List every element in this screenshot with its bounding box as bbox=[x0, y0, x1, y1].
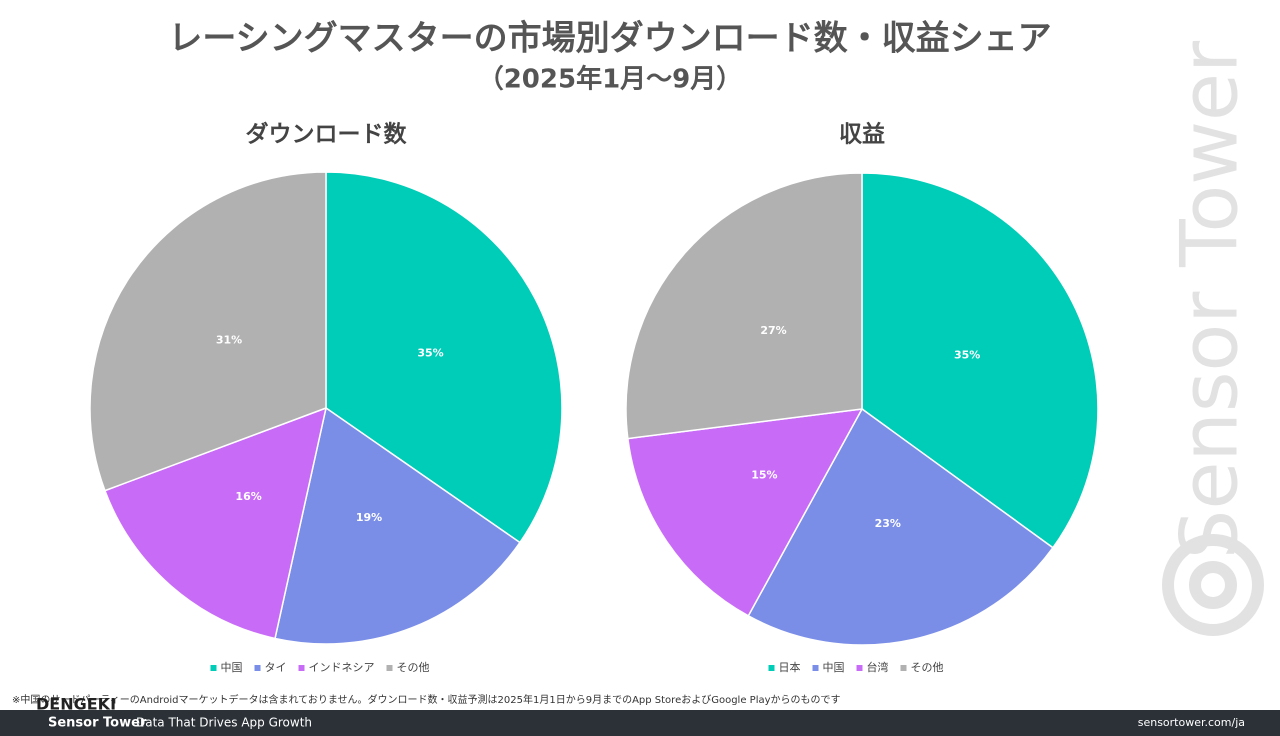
legend-label: タイ bbox=[265, 661, 287, 674]
chart-title: レーシングマスターの市場別ダウンロード数・収益シェア bbox=[168, 19, 1051, 59]
data-label: 19% bbox=[356, 511, 382, 524]
legend-label: その他 bbox=[911, 661, 944, 674]
pie-slice bbox=[747, 407, 1054, 646]
legend-swatch bbox=[856, 665, 863, 671]
data-label: 16% bbox=[235, 490, 261, 503]
pie-slice bbox=[627, 408, 864, 617]
data-label: 15% bbox=[751, 468, 777, 481]
pie-slice bbox=[274, 406, 521, 645]
legend-label: 日本 bbox=[779, 660, 801, 674]
footnote: ※中国のサードパーティーのAndroidマーケットデータは含まれておりません。ダ… bbox=[12, 693, 841, 706]
legend-swatch bbox=[210, 665, 217, 671]
legend-swatch bbox=[900, 665, 907, 671]
footer-brand: Sensor Tower bbox=[48, 716, 147, 731]
data-label: 31% bbox=[216, 334, 242, 347]
pie-slice bbox=[861, 172, 1099, 549]
data-label: 35% bbox=[954, 348, 980, 361]
legend-swatch bbox=[298, 665, 305, 671]
watermark-logo bbox=[1162, 534, 1264, 636]
data-label: 27% bbox=[760, 324, 786, 337]
data-label: 35% bbox=[417, 346, 443, 359]
footer-url: sensortower.com/ja bbox=[1138, 716, 1245, 729]
legend-swatch bbox=[386, 665, 393, 671]
watermark: Sensor Tower bbox=[1165, 40, 1255, 559]
footer-bar bbox=[0, 710, 1280, 736]
legend-label: 中国 bbox=[221, 661, 243, 674]
legend-label: 台湾 bbox=[867, 660, 889, 674]
legend-swatch bbox=[768, 665, 775, 671]
legend-swatch bbox=[812, 665, 819, 671]
pie-slice bbox=[89, 171, 327, 492]
overlay-logo: DENGEKI bbox=[36, 695, 116, 714]
pie-title: 収益 bbox=[839, 121, 885, 148]
legend-swatch bbox=[254, 665, 261, 671]
pie-title: ダウンロード数 bbox=[246, 121, 408, 148]
legend-label: インドネシア bbox=[309, 661, 375, 674]
pie-slice bbox=[103, 406, 328, 640]
footer-tagline: Data That Drives App Growth bbox=[136, 716, 312, 730]
legend-label: 中国 bbox=[823, 661, 845, 674]
pie-slice bbox=[325, 171, 563, 544]
legend-label: その他 bbox=[397, 661, 430, 674]
data-label: 23% bbox=[875, 517, 901, 530]
pie-slice bbox=[625, 172, 863, 440]
chart-subtitle: （2025年1月～9月） bbox=[478, 64, 743, 95]
